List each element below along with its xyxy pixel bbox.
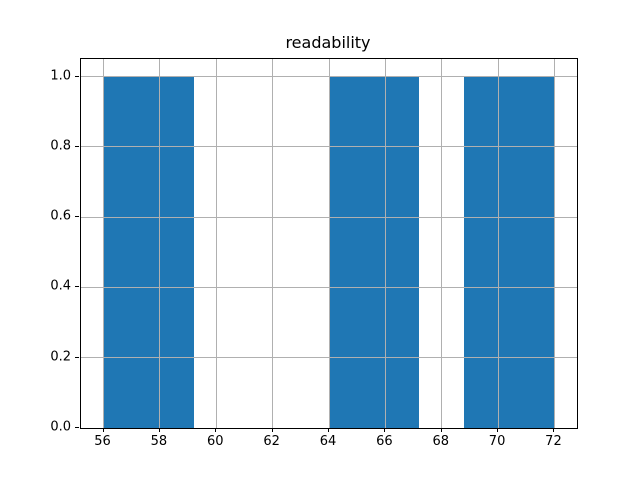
gridline-vertical <box>215 59 217 428</box>
y-tick-label: 0.2 <box>50 349 71 365</box>
y-tick-mark <box>75 356 79 358</box>
gridline-horizontal <box>81 357 577 359</box>
gridline-vertical <box>553 59 555 428</box>
x-tick-label: 56 <box>94 434 111 449</box>
gridline-vertical <box>497 59 499 428</box>
x-tick-label: 60 <box>206 434 224 449</box>
y-tick-mark <box>75 427 79 428</box>
x-tick-mark <box>553 428 555 432</box>
histogram-bar <box>329 76 420 428</box>
x-tick-label: 72 <box>545 434 562 449</box>
gridline-vertical <box>384 59 386 428</box>
x-tick-mark <box>158 428 160 432</box>
x-tick-mark <box>384 428 386 432</box>
x-tick-mark <box>271 428 273 432</box>
y-tick-mark <box>75 145 79 147</box>
grid-layer <box>81 59 577 428</box>
x-tick-mark <box>328 428 329 432</box>
gridline-horizontal <box>81 76 577 78</box>
x-tick-label: 62 <box>263 434 280 449</box>
bars-layer <box>81 59 577 428</box>
gridline-vertical <box>159 59 161 428</box>
x-tick-label: 58 <box>150 434 168 449</box>
x-tick-label: 64 <box>319 434 337 449</box>
histogram-bar <box>103 76 194 428</box>
x-tick-label: 66 <box>376 434 393 449</box>
histogram-bar <box>464 76 555 428</box>
x-tick-mark <box>215 428 217 432</box>
x-tick-mark <box>102 428 104 432</box>
gridline-horizontal <box>81 216 577 218</box>
y-tick-label: 0.8 <box>50 138 71 154</box>
gridline-vertical <box>272 59 274 428</box>
y-tick-mark <box>75 75 79 77</box>
chart-title: readability <box>285 33 371 52</box>
x-tick-label: 68 <box>432 434 449 449</box>
y-tick-label: 0.4 <box>50 278 71 294</box>
gridline-horizontal <box>81 146 577 148</box>
x-tick-label: 70 <box>488 434 506 449</box>
gridline-vertical <box>103 59 105 428</box>
gridline-horizontal <box>81 286 577 288</box>
plot-area <box>80 58 578 429</box>
gridline-vertical <box>441 59 443 428</box>
gridline-vertical <box>328 59 330 428</box>
y-tick-label: 0.0 <box>50 419 71 435</box>
y-tick-label: 0.6 <box>50 208 71 224</box>
x-tick-mark <box>440 428 442 432</box>
x-tick-mark <box>497 428 499 432</box>
y-tick-mark <box>75 216 79 218</box>
y-tick-mark <box>75 286 79 288</box>
y-tick-label: 1.0 <box>50 68 71 84</box>
